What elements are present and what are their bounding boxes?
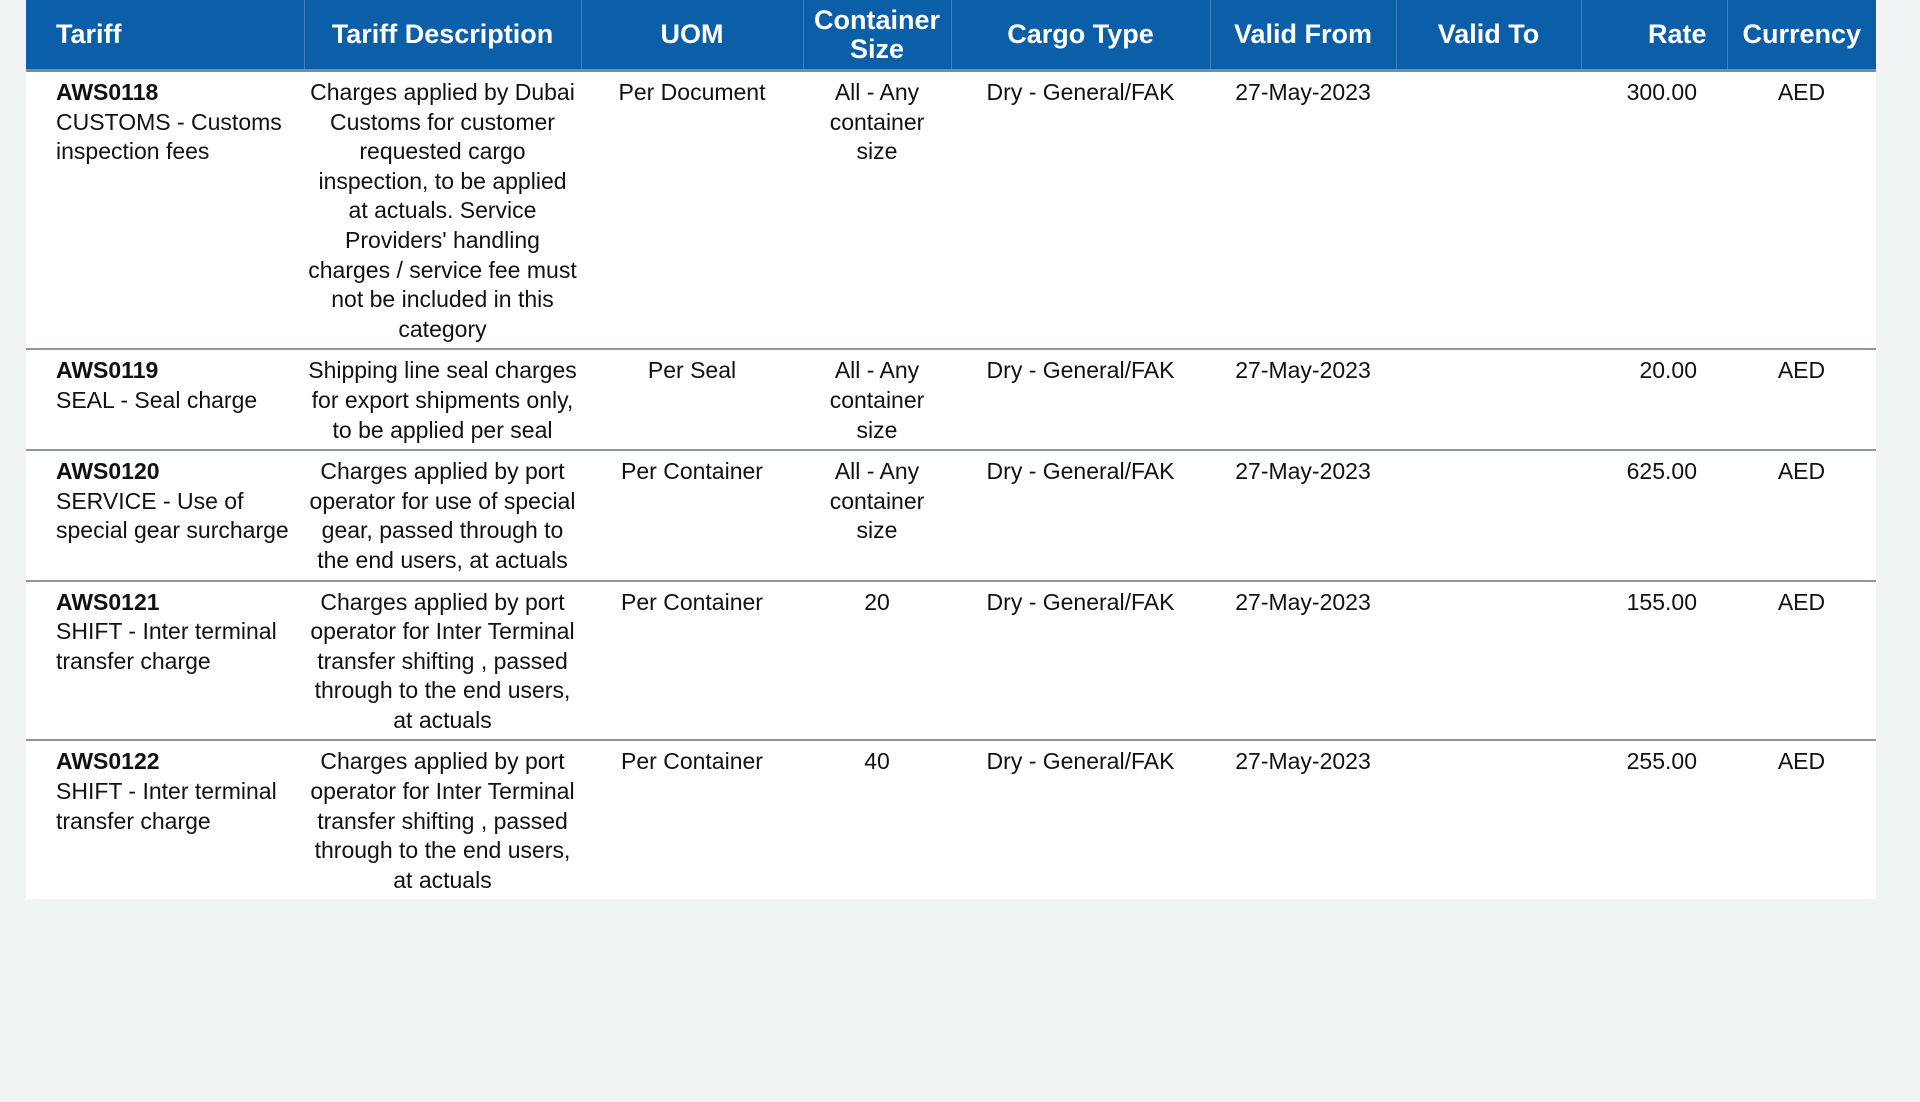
currency-cell: AED [1777,357,1826,384]
table-row: AWS0121 SHIFT - Inter terminal transfer c… [26,581,1876,741]
uom-cell: Per Container [621,458,763,485]
header-row: Tariff Tariff Description UOM Container Siz… [26,0,1876,72]
column-header: Container Size [802,0,951,72]
valid-from-cell: 27-May-2023 [1235,357,1371,384]
container-size-cell: All - Any container size [829,458,925,544]
empty-cell [1396,740,1581,899]
table-row: AWS0122 SHIFT - Inter terminal transfer c… [26,740,1876,899]
column-header: UOM [580,0,803,72]
tariff-code: AWS0119 [56,357,159,384]
tariff-name: SHIFT - Inter terminal transfer charge [56,618,277,674]
description-cell: Charges applied by port operator for Int… [310,588,575,733]
table-row: AWS0120 SERVICE - Use of special gear sur… [26,450,1876,581]
tariff-name: SERVICE - Use of special gear surcharge [56,487,289,544]
valid-from-cell: 27-May-2023 [1235,588,1371,615]
empty-cell [1396,349,1581,450]
container-size-cell: All - Any container size [829,357,925,443]
rate-cell: 20.00 [1639,357,1697,384]
uom-cell: Per Document [618,79,766,105]
tariff-name: SHIFT - Inter terminal transfer charge [56,778,277,834]
empty-cell [1396,71,1581,350]
uom-cell: Per Container [621,588,763,615]
container-size-cell: 20 [864,588,890,615]
column-header: Rate [1580,0,1727,72]
description-cell: Charges applied by Dubai Customs for cus… [308,79,577,342]
column-header: Tariff [26,0,304,72]
cargo-type-cell: Dry - General/FAK [986,357,1175,384]
column-header: Currency [1726,0,1876,72]
rate-cell: 155.00 [1626,588,1697,615]
tariff-code: AWS0120 [56,458,160,485]
tariff-cell: AWS0122 SHIFT - Inter terminal transfer c… [26,740,304,899]
empty-cell [1396,581,1581,741]
container-size-cell: 40 [864,748,890,775]
cargo-type-cell: Dry - General/FAK [986,588,1175,615]
currency-cell: AED [1777,748,1826,775]
cargo-type-cell: Dry - General/FAK [986,748,1175,775]
table-row: AWS0119 SEAL - Seal charge Shipping line s… [26,349,1876,451]
column-header: Cargo Type [950,0,1210,72]
tariff-name: SEAL - Seal charge [56,386,258,413]
currency-cell: AED [1777,588,1826,615]
rate-cell: 625.00 [1626,458,1697,485]
tariff-cell: AWS0119 SEAL - Seal charge [26,349,304,450]
description-cell: Shipping line seal charges for export sh… [308,357,577,443]
table-row: AWS0118 CUSTOMS - Customs inspection fees… [26,71,1876,350]
tariff-name: CUSTOMS - Customs inspection fees [56,108,282,165]
tariff-cell: AWS0120 SERVICE - Use of special gear sur… [26,450,304,580]
tariff-cell: AWS0118 CUSTOMS - Customs inspection fees [26,71,304,350]
empty-cell [1396,450,1581,580]
column-header: Valid To [1395,0,1581,72]
valid-from-cell: 27-May-2023 [1235,458,1371,485]
currency-cell: AED [1777,458,1826,485]
uom-cell: Per Seal [647,357,737,384]
rate-cell: 300.00 [1626,79,1697,105]
cargo-type-cell: Dry - General/FAK [986,458,1175,485]
tariff-code: AWS0122 [56,748,160,775]
tariff-code: AWS0121 [56,588,160,615]
description-cell: Charges applied by port operator for Int… [310,748,575,893]
tariff-table: Tariff Tariff Description UOM Container Siz… [26,0,1876,900]
tariff-cell: AWS0121 SHIFT - Inter terminal transfer c… [26,581,304,741]
tariff-code: AWS0118 [56,79,159,105]
uom-cell: Per Container [621,748,763,775]
currency-cell: AED [1777,79,1826,105]
container-size-cell: All - Any container size [829,79,925,165]
cargo-type-cell: Dry - General/FAK [986,79,1175,105]
column-header: Valid From [1209,0,1396,72]
description-cell: Charges applied by port operator for use… [309,458,576,573]
column-header: Tariff Description [303,0,581,72]
valid-from-cell: 27-May-2023 [1235,748,1371,775]
valid-from-cell: 27-May-2023 [1235,79,1371,105]
rate-cell: 255.00 [1626,748,1697,775]
